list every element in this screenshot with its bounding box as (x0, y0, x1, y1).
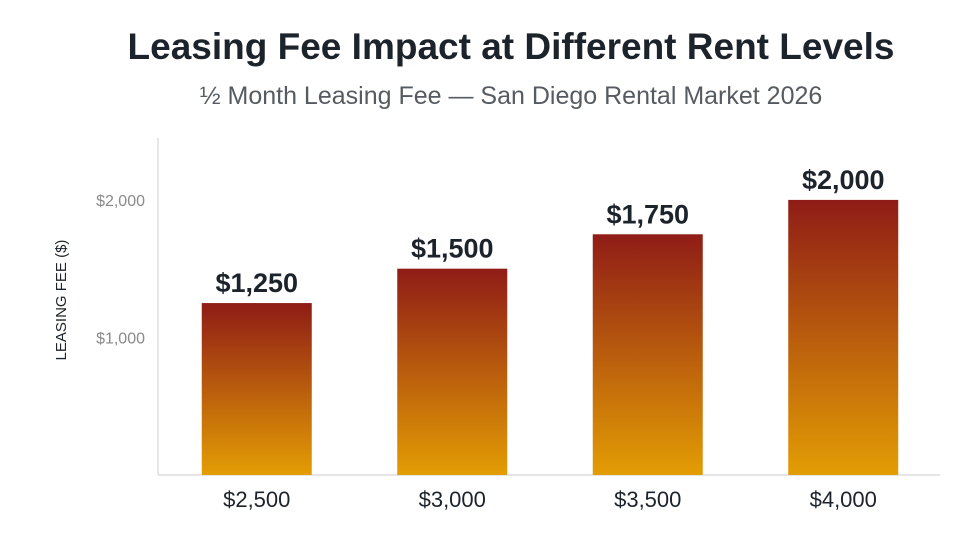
data-label: $1,500 (411, 234, 494, 264)
data-label: $1,250 (215, 268, 298, 298)
chart-title: Leasing Fee Impact at Different Rent Lev… (127, 26, 895, 67)
bar (788, 199, 899, 476)
x-tick-label: $4,000 (810, 487, 877, 512)
x-tick-label: $3,000 (419, 487, 486, 512)
x-tick-label: $3,500 (614, 487, 681, 512)
y-axis-label: LEASING FEE ($) (53, 240, 70, 361)
bar (397, 268, 508, 475)
data-label: $1,750 (606, 199, 689, 229)
y-tick-label: $1,000 (96, 330, 145, 347)
bar (201, 303, 312, 475)
y-tick-label: $2,000 (96, 193, 145, 210)
chart-subtitle: ½ Month Leasing Fee — San Diego Rental M… (199, 82, 823, 110)
x-tick-label: $2,500 (223, 487, 290, 512)
data-label: $2,000 (802, 165, 885, 195)
bar (592, 234, 703, 475)
